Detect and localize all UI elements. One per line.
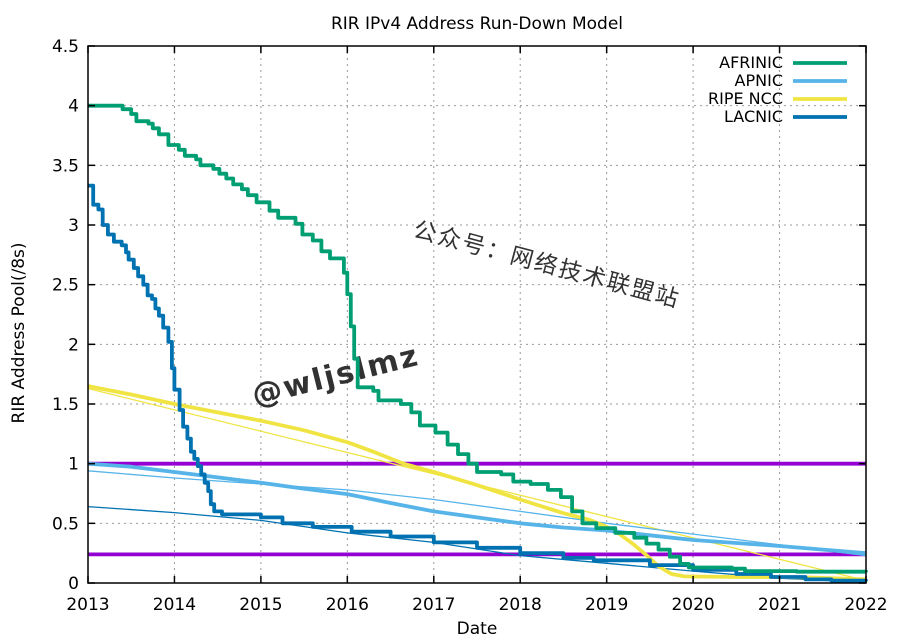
- y-tick-label: 4.5: [52, 37, 79, 57]
- x-tick-label: 2018: [499, 595, 542, 615]
- legend-label-apnic: APNIC: [735, 71, 783, 90]
- x-tick-label: 2019: [585, 595, 628, 615]
- grid-layer: [88, 46, 866, 583]
- y-tick-label: 0: [68, 574, 79, 594]
- y-axis-label: RIR Address Pool(/8s): [9, 243, 29, 424]
- watermark-wechat: 公众号：网络技术联盟站: [411, 217, 683, 313]
- x-tick-label: 2013: [66, 595, 109, 615]
- x-tick-label: 2021: [758, 595, 801, 615]
- x-tick-label: 2017: [412, 595, 455, 615]
- series-line-lacnic: [88, 183, 868, 583]
- y-tick-label: 2: [68, 335, 79, 355]
- x-tick-label: 2022: [844, 595, 887, 615]
- plot-border: [87, 45, 867, 584]
- x-axis-label: Date: [457, 619, 498, 639]
- legend-label-afrinic: AFRINIC: [719, 53, 783, 72]
- chart-title: RIR IPv4 Address Run-Down Model: [331, 14, 623, 34]
- y-tick-label: 3.5: [52, 156, 79, 176]
- series-line-apnic: [87, 461, 867, 556]
- y-tick-label: 2.5: [52, 276, 79, 296]
- legend-label-ripe-ncc: RIPE NCC: [708, 89, 783, 108]
- axes-layer: 2013 2014 2015 2016 2017 2018 2019 2020 2021 2022…: [52, 37, 888, 615]
- y-tick-label: 1: [68, 455, 79, 475]
- series-line-ripe-ncc: [87, 384, 867, 582]
- y-tick-label: 4: [68, 97, 79, 117]
- legend-label-lacnic: LACNIC: [724, 107, 783, 126]
- y-tick-label: 1.5: [52, 395, 79, 415]
- x-tick-label: 2014: [153, 595, 196, 615]
- series-line-apnic-model: [87, 470, 867, 557]
- series-line-afrinic: [88, 103, 868, 574]
- y-tick-label: 3: [68, 216, 79, 236]
- series-layer: [87, 103, 868, 584]
- y-tick-label: 0.5: [52, 514, 79, 534]
- watermark-layer: 公众号：网络技术联盟站@wljslmz: [248, 217, 683, 413]
- x-tick-label: 2016: [326, 595, 369, 615]
- x-tick-label: 2015: [239, 595, 282, 615]
- x-tick-label: 2020: [671, 595, 714, 615]
